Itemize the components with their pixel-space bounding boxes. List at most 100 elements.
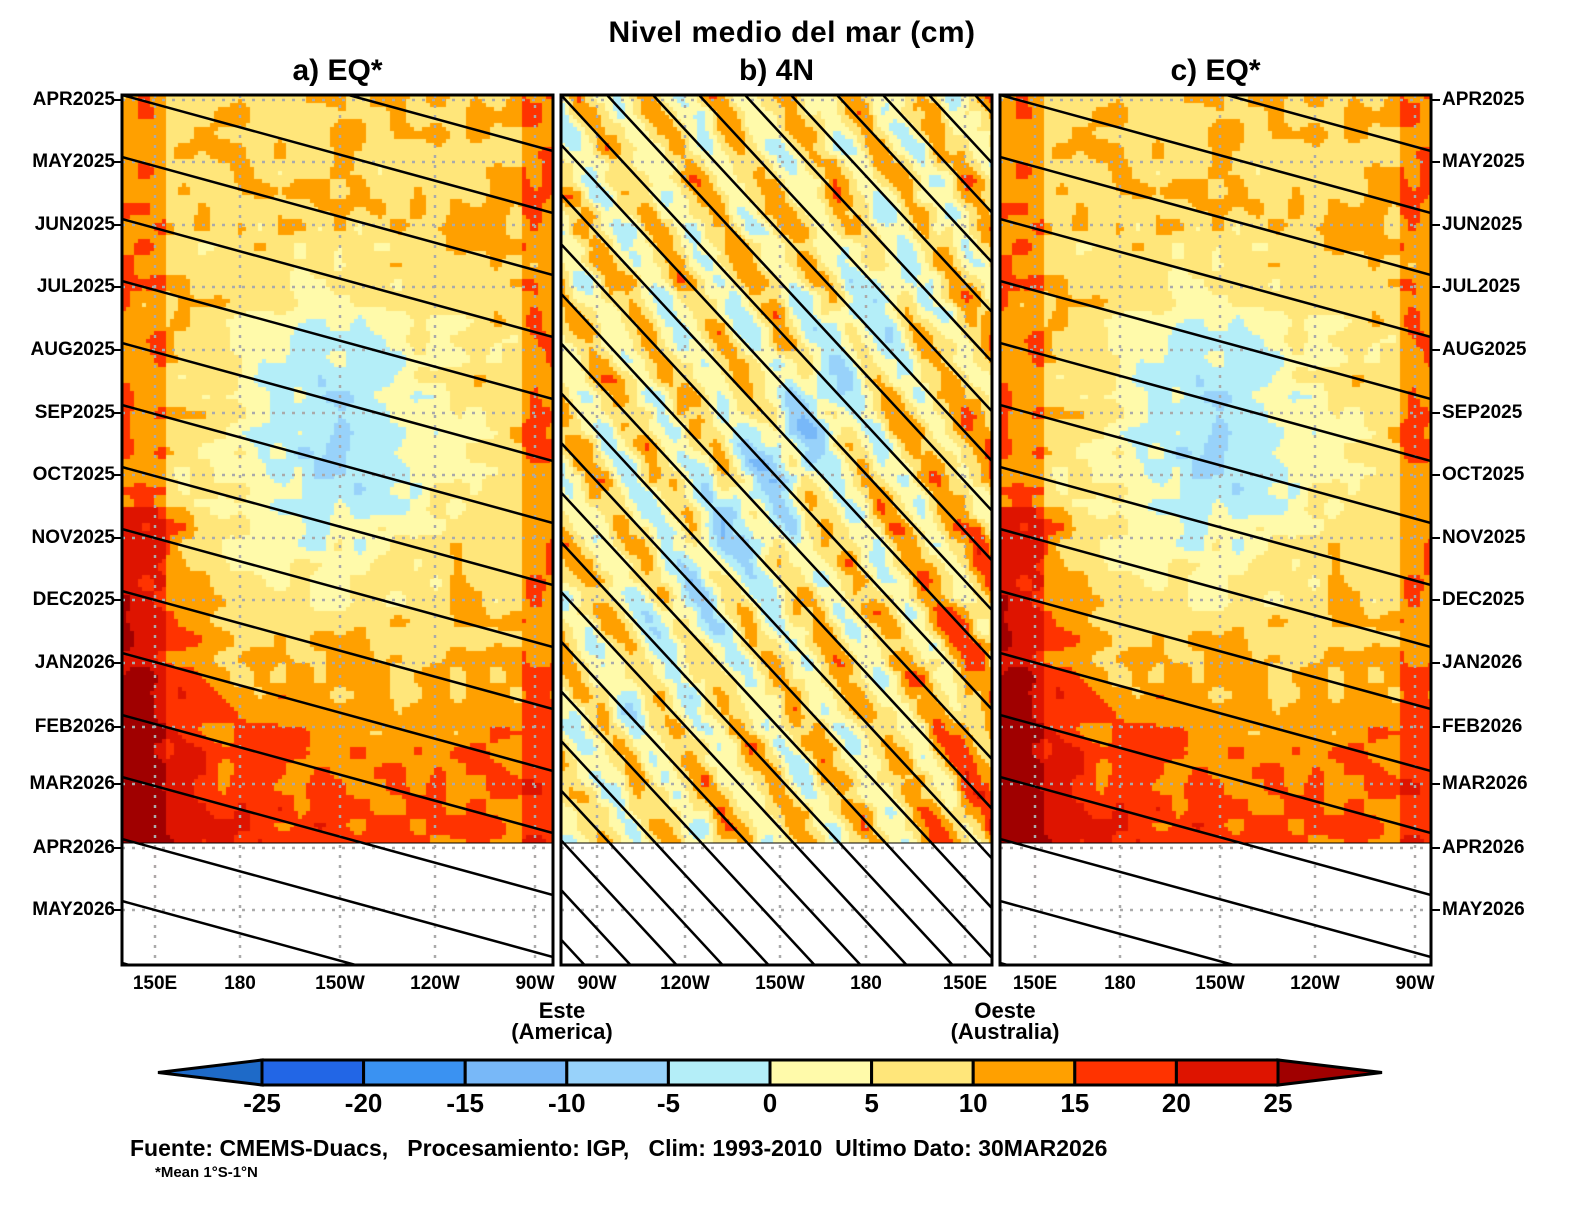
characteristic-line (561, 540, 955, 965)
colorbar-min-arrow (157, 1058, 264, 1087)
panel-frame (998, 93, 1433, 967)
colorbar-tick-label: -15 (446, 1088, 484, 1118)
characteristic-line (744, 95, 992, 364)
x-tick-label: 90W (577, 973, 617, 994)
characteristic-line (1000, 651, 1431, 773)
characteristic-line (122, 279, 553, 401)
characteristic-line (122, 217, 553, 339)
x-tick-label: 150E (132, 973, 178, 994)
characteristic-line (122, 713, 553, 835)
colorbar-max-arrow (1276, 1058, 1383, 1087)
colorbar-swatch (565, 1058, 670, 1087)
characteristic-line (122, 341, 553, 463)
characteristic-line (606, 95, 992, 513)
characteristic-line (561, 739, 771, 965)
y-tick-label-right: JUL2025 (1442, 276, 1521, 297)
characteristic-line (1000, 527, 1431, 649)
panel-frame (120, 93, 555, 967)
y-tick-label-right: JUN2025 (1442, 214, 1523, 235)
characteristic-line (1000, 155, 1431, 277)
characteristic-line (561, 341, 992, 811)
y-tick-label-right: MAR2026 (1442, 773, 1528, 794)
characteristic-line (561, 242, 992, 712)
mean-note: *Mean 1°S-1°N (155, 1164, 258, 1181)
characteristic-line (1000, 837, 1431, 959)
west-label: Oeste (974, 998, 1036, 1023)
x-tick-label: 180 (850, 973, 882, 994)
panel-frame (559, 93, 994, 967)
panel-a (120, 93, 555, 967)
characteristic-line (561, 192, 992, 662)
panel-c (998, 93, 1433, 967)
characteristic-line (1000, 465, 1431, 587)
characteristic-line (1000, 341, 1431, 463)
y-tick-label-left: JUL2025 (36, 276, 115, 297)
y-tick-label-left: MAY2025 (32, 151, 115, 172)
characteristic-line (1000, 217, 1431, 339)
y-tick-label-right: SEP2025 (1442, 402, 1523, 423)
x-tick-label: 150E (942, 973, 988, 994)
east-label: Este (538, 998, 586, 1023)
characteristic-line (561, 490, 992, 960)
y-tick-label-right: OCT2025 (1442, 464, 1525, 485)
panel-c-title: c) EQ* (1170, 54, 1261, 87)
colorbar-tick-label: 5 (864, 1088, 879, 1118)
characteristic-line (561, 440, 992, 911)
y-tick-label-left: SEP2025 (34, 402, 115, 423)
x-tick-label: 150W (315, 973, 365, 994)
y-tick-label-right: DEC2025 (1442, 589, 1525, 610)
characteristic-line (561, 639, 863, 965)
x-tick-label: 120W (1290, 973, 1340, 994)
colorbar-swatch (463, 1058, 569, 1087)
y-tick-label-left: APR2025 (32, 89, 115, 110)
y-tick-label-right: APR2025 (1442, 89, 1525, 110)
characteristic-line (561, 689, 817, 965)
characteristic-line (1000, 775, 1431, 897)
y-tick-label-left: DEC2025 (32, 589, 115, 610)
colorbar-tick-label: 0 (762, 1088, 778, 1118)
characteristic-line (561, 589, 909, 965)
characteristic-line (1221, 95, 1431, 153)
x-tick-label: 150W (755, 973, 805, 994)
panel-a-title: a) EQ* (292, 54, 383, 87)
characteristic-line (1000, 403, 1431, 525)
east-sublabel: (America) (511, 1019, 613, 1044)
y-tick-label-left: AUG2025 (30, 339, 116, 360)
source-footer: Fuente: CMEMS-Duacs, Procesamiento: IGP,… (130, 1135, 1108, 1161)
y-tick-label-right: AUG2025 (1442, 339, 1527, 360)
characteristic-line (122, 651, 553, 773)
x-tick-label: 180 (1104, 973, 1136, 994)
colorbar-tick-label: -20 (344, 1088, 383, 1118)
characteristic-line (1000, 899, 1239, 965)
characteristic-line (122, 837, 553, 959)
x-tick-label: 180 (224, 973, 256, 994)
y-tick-label-left: APR2026 (32, 837, 115, 858)
colorbar (157, 1058, 1383, 1087)
colorbar-swatch (260, 1058, 366, 1087)
east-label-group: Este (America) (462, 998, 662, 1044)
colorbar-tick-label: 10 (958, 1088, 988, 1118)
characteristic-line (1000, 713, 1431, 835)
characteristic-line (561, 95, 992, 563)
characteristic-line (343, 95, 553, 153)
colorbar-tick-label: 15 (1060, 1088, 1090, 1118)
y-tick-label-left: FEB2026 (34, 716, 115, 737)
x-tick-label: 120W (660, 973, 710, 994)
colorbar-tick-label: 20 (1161, 1088, 1191, 1118)
y-tick-label-left: OCT2025 (32, 464, 115, 485)
chart-title: Nivel medio del mar (cm) (608, 16, 976, 49)
colorbar-swatch (768, 1058, 874, 1087)
colorbar-swatch (1174, 1058, 1280, 1087)
characteristic-line (836, 95, 992, 265)
colorbar-swatch (1073, 1058, 1178, 1087)
characteristic-line (1000, 279, 1431, 401)
y-tick-label-right: MAY2026 (1442, 899, 1525, 920)
x-tick-label: 90W (1395, 973, 1435, 994)
west-label-group: Oeste (Australia) (905, 998, 1105, 1043)
colorbar-tick-label: -10 (548, 1088, 586, 1118)
characteristic-line (652, 95, 992, 463)
x-tick-label: 120W (410, 973, 460, 994)
y-tick-label-right: JAN2026 (1442, 652, 1523, 673)
